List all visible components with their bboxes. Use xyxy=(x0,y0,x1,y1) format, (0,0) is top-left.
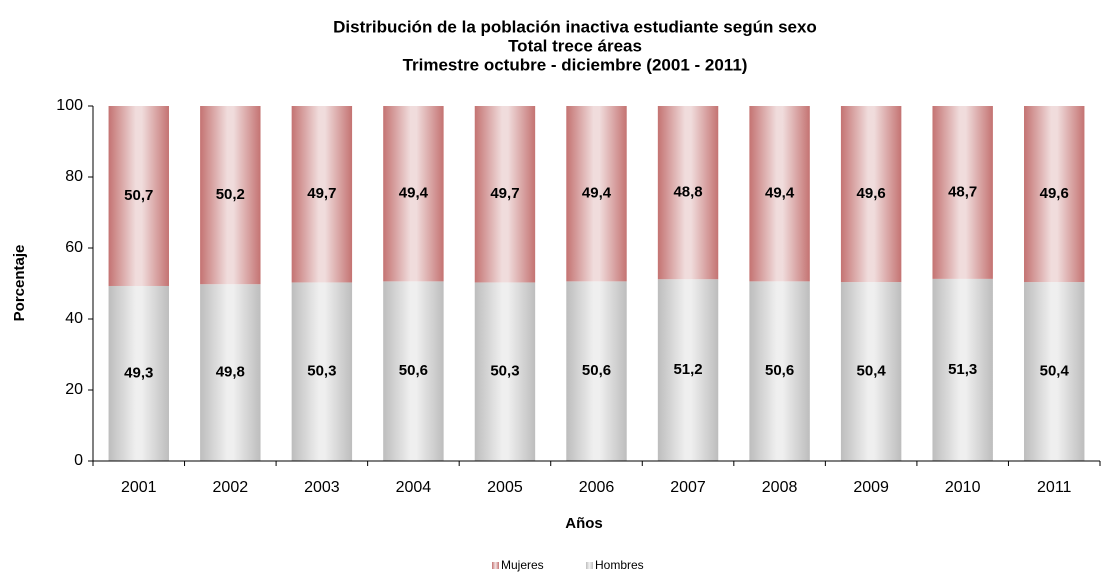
bar-segment xyxy=(566,281,627,461)
bar-segment xyxy=(474,106,536,283)
x-tick-label: 2001 xyxy=(121,479,157,496)
y-tick-label: 60 xyxy=(65,239,83,256)
chart-title: Distribución de la población inactiva es… xyxy=(333,17,817,36)
x-tick-label: 2006 xyxy=(579,479,615,496)
bar-segment xyxy=(1024,282,1085,461)
data-label: 48,8 xyxy=(673,184,702,201)
y-tick-label: 100 xyxy=(56,97,83,114)
data-label: 50,3 xyxy=(490,363,519,380)
data-label: 48,7 xyxy=(948,183,977,200)
data-label: 50,4 xyxy=(1040,363,1070,380)
bar-segment xyxy=(108,285,169,461)
chart-title: Total trece áreas xyxy=(508,36,642,55)
legend-swatch xyxy=(586,562,593,569)
bar-segment xyxy=(1024,106,1085,283)
data-label: 50,7 xyxy=(124,187,153,204)
bar-segment xyxy=(932,278,993,461)
legend-swatch xyxy=(492,562,499,569)
data-label: 49,4 xyxy=(582,185,612,202)
data-label: 49,3 xyxy=(124,364,153,381)
x-tick-label: 2008 xyxy=(762,479,798,496)
bar-segment xyxy=(291,106,353,283)
x-tick-label: 2004 xyxy=(396,479,432,496)
x-tick-label: 2011 xyxy=(1037,479,1072,496)
data-label: 49,6 xyxy=(857,185,886,202)
bar-segment xyxy=(200,106,261,285)
data-label: 51,2 xyxy=(673,361,702,378)
data-label: 50,2 xyxy=(216,186,245,203)
chart-title: Trimestre octubre - diciembre (2001 - 20… xyxy=(403,55,748,74)
x-tick-label: 2007 xyxy=(670,479,706,496)
y-axis-title: Porcentaje xyxy=(11,245,28,322)
bar-segment xyxy=(383,281,444,461)
x-tick-label: 2002 xyxy=(213,479,249,496)
bar-segment xyxy=(657,279,719,461)
bar-segment xyxy=(932,106,993,279)
y-tick-label: 20 xyxy=(65,381,83,398)
bar-segment xyxy=(566,106,627,282)
legend-label: Hombres xyxy=(595,558,644,572)
bar-segment xyxy=(657,106,719,280)
x-tick-label: 2009 xyxy=(853,479,889,496)
y-tick-label: 40 xyxy=(65,310,83,327)
data-label: 49,8 xyxy=(216,364,245,381)
data-label: 49,7 xyxy=(307,185,336,202)
bar-segment xyxy=(108,106,169,286)
data-label: 50,6 xyxy=(582,362,611,379)
data-label: 49,4 xyxy=(399,185,429,202)
data-label: 51,3 xyxy=(948,361,977,378)
data-label: 50,3 xyxy=(307,363,336,380)
x-tick-label: 2005 xyxy=(487,479,523,496)
bar-segment xyxy=(200,284,261,461)
data-label: 50,6 xyxy=(399,362,428,379)
legend-label: Mujeres xyxy=(501,558,544,572)
data-label: 49,7 xyxy=(490,185,519,202)
x-tick-label: 2003 xyxy=(304,479,340,496)
y-tick-label: 80 xyxy=(65,168,83,185)
x-axis-title: Años xyxy=(565,515,603,532)
bar-segment xyxy=(383,106,444,282)
data-label: 49,6 xyxy=(1040,185,1069,202)
bar-segment xyxy=(749,106,810,282)
bar-segment xyxy=(749,281,810,461)
bar-segment xyxy=(474,282,536,461)
data-label: 50,6 xyxy=(765,362,794,379)
x-tick-label: 2010 xyxy=(945,479,981,496)
bar-segment xyxy=(840,106,902,283)
bar-segment xyxy=(840,282,902,461)
y-tick-label: 0 xyxy=(74,452,83,469)
data-label: 50,4 xyxy=(857,363,887,380)
data-label: 49,4 xyxy=(765,185,795,202)
bar-segment xyxy=(291,282,353,461)
